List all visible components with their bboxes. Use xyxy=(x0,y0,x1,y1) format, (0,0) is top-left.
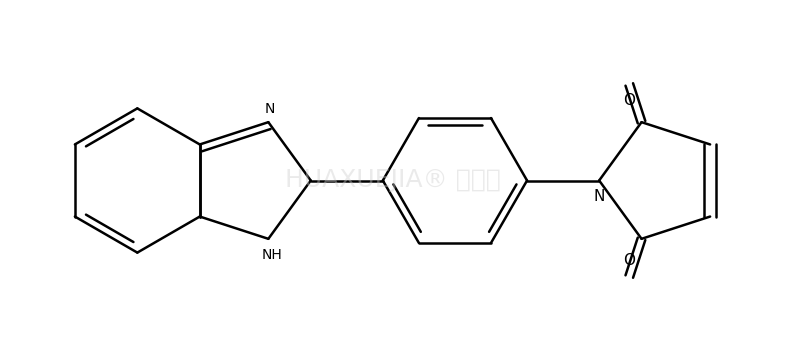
Text: NH: NH xyxy=(261,248,283,262)
Text: N: N xyxy=(265,102,275,116)
Text: HUAXUEJIA® 化学加: HUAXUEJIA® 化学加 xyxy=(285,169,500,192)
Text: N: N xyxy=(593,189,605,204)
Text: O: O xyxy=(623,253,635,268)
Text: O: O xyxy=(623,93,635,108)
